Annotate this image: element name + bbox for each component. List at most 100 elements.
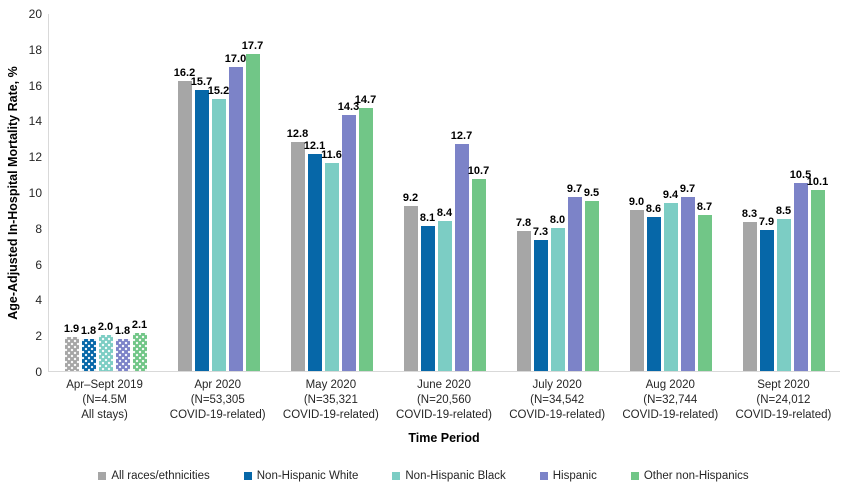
bar (663, 202, 678, 371)
legend-swatch-icon (392, 472, 401, 480)
bar (584, 200, 599, 371)
bar-value-label: 15.2 (207, 84, 230, 97)
bar (64, 337, 79, 371)
bar-value-label: 2.0 (97, 321, 114, 334)
bar (228, 66, 243, 371)
y-tick-label: 18 (28, 42, 42, 57)
bar-value-label: 9.4 (662, 188, 679, 201)
bar-value-label: 14.3 (337, 101, 360, 114)
bar-with-label: 14.3 (338, 14, 359, 371)
legend-swatch-icon (630, 472, 639, 480)
bar (759, 229, 774, 371)
bar-value-label: 9.2 (402, 192, 419, 205)
bar-with-label: 17.7 (242, 14, 263, 371)
bar-group: 8.3 7.9 8.5 10.5 10.1 (742, 14, 829, 371)
bar-value-label: 2.1 (131, 319, 148, 332)
bar-with-label: 8.0 (550, 14, 565, 371)
bar-value-label: 16.2 (173, 67, 196, 80)
y-tick-label: 12 (28, 150, 42, 165)
bar-with-label: 7.3 (532, 14, 549, 371)
bar-value-label: 9.7 (566, 183, 583, 196)
bar (646, 217, 661, 371)
legend-swatch-icon (98, 472, 107, 480)
bar (290, 141, 305, 371)
bar (211, 98, 226, 371)
legend-swatch-icon (243, 472, 252, 480)
legend-label: All races/ethnicities (111, 470, 210, 482)
bar-value-label: 12.7 (450, 129, 473, 142)
bar-value-label: 7.3 (532, 226, 549, 239)
bar (793, 183, 808, 371)
bar-with-label: 8.7 (696, 14, 713, 371)
legend-label: Non-Hispanic White (256, 470, 359, 482)
x-category-label: Aug 2020 (N=32,744 COVID-19-related) (622, 379, 719, 421)
bar-group: 9.0 8.6 9.4 9.7 8.7 (629, 14, 713, 371)
bar-with-label: 9.7 (566, 14, 583, 371)
bar-value-label: 8.4 (436, 206, 453, 219)
bar (341, 115, 356, 371)
bar (810, 190, 825, 371)
bar-value-label: 10.5 (789, 169, 812, 182)
y-tick-label: 0 (35, 365, 42, 379)
bar-with-label: 1.8 (114, 14, 131, 371)
bar (403, 206, 418, 371)
bar-with-label: 12.7 (451, 14, 472, 371)
x-category-label: Apr–Sept 2019 (N=4.5M All stays) (66, 379, 143, 421)
bar-group: 7.8 7.3 8.0 9.7 9.5 (516, 14, 600, 371)
bar-group: 9.2 8.1 8.4 12.7 10.7 (402, 14, 489, 371)
bar-with-label: 2.1 (131, 14, 148, 371)
bar-group: 12.8 12.1 11.6 14.3 14.7 (287, 14, 376, 371)
bar-with-label: 8.4 (436, 14, 453, 371)
bar-value-label: 11.6 (321, 149, 342, 162)
bar-value-label: 1.8 (114, 324, 131, 337)
bar-with-label: 9.0 (629, 14, 644, 371)
x-category-label: July 2020 (N=34,542 COVID-19-related) (509, 379, 606, 421)
bar-with-label: 8.1 (419, 14, 436, 371)
bar (533, 240, 548, 371)
x-axis-category-labels: Apr–Sept 2019 (N=4.5M All stays) Apr 2020 (N… (48, 378, 840, 423)
bar (98, 335, 113, 371)
bar (324, 163, 339, 371)
bar-with-label: 11.6 (321, 14, 342, 371)
x-axis-title: Time Period (408, 431, 480, 445)
bar (454, 143, 469, 371)
bar-value-label: 7.9 (758, 215, 775, 228)
bar (471, 179, 486, 371)
bar (81, 338, 96, 371)
bar-with-label: 15.7 (191, 14, 212, 371)
bar-value-label: 8.1 (419, 212, 436, 225)
bar-with-label: 10.5 (790, 14, 811, 371)
bar (358, 107, 373, 371)
bar-value-label: 9.5 (583, 186, 600, 199)
legend: All races/ethnicities Non-Hispanic White N… (0, 470, 847, 482)
bar (132, 333, 147, 371)
bar-with-label: 8.6 (646, 14, 661, 371)
bar-with-label: 8.3 (742, 14, 757, 371)
bar-value-label: 1.8 (80, 324, 97, 337)
bar-value-label: 17.7 (241, 40, 264, 53)
bar-with-label: 15.2 (208, 14, 229, 371)
bar (437, 220, 452, 371)
bar-value-label: 8.7 (696, 201, 713, 214)
legend-item: Hispanic (539, 470, 597, 482)
y-tick-label: 8 (35, 221, 42, 236)
bar-value-label: 10.1 (806, 176, 829, 189)
legend-item: All races/ethnicities (98, 470, 210, 482)
x-category-label: May 2020 (N=35,321 COVID-19-related) (282, 379, 379, 421)
y-tick-label: 2 (35, 329, 42, 344)
bar-value-label: 10.7 (467, 165, 490, 178)
bar-value-label: 14.7 (354, 93, 377, 106)
legend-item: Non-Hispanic White (243, 470, 359, 482)
bar (697, 215, 712, 371)
bar-with-label: 1.8 (80, 14, 97, 371)
bar-value-label: 12.8 (286, 127, 309, 140)
bar-with-label: 10.7 (468, 14, 489, 371)
bar-with-label: 14.7 (355, 14, 376, 371)
bar-with-label: 2.0 (97, 14, 114, 371)
bar-group: 1.9 1.8 2.0 1.8 2.1 (64, 14, 148, 371)
bar-with-label: 9.7 (680, 14, 695, 371)
y-tick-label: 10 (28, 186, 42, 200)
bar-value-label: 8.5 (775, 204, 792, 217)
bar (516, 231, 531, 371)
